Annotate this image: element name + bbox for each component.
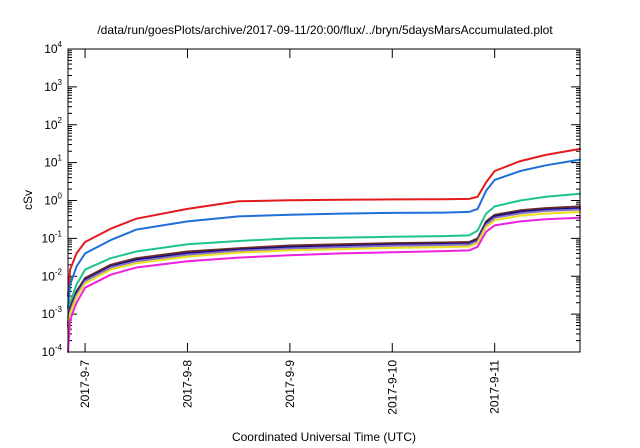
chart-title: /data/run/goesPlots/archive/2017-09-11/2…	[97, 23, 553, 37]
y-tick-label: 10-2	[42, 267, 63, 283]
y-tick-label: 102	[44, 116, 62, 132]
y-tick-label: 100	[44, 192, 62, 208]
x-axis-ticks: 2017-9-7 2017-9-8 2017-9-9 2017-9-10 2017-9-…	[78, 49, 502, 415]
plot-frame	[67, 48, 581, 353]
x-tick-label: 2017-9-11	[488, 360, 502, 414]
x-axis-label: Coordinated Universal Time (UTC)	[232, 430, 416, 444]
x-tick-label: 2017-9-7	[78, 360, 92, 408]
y-tick-label: 104	[44, 40, 62, 56]
x-tick-label: 2017-9-9	[283, 360, 297, 408]
y-tick-label: 10-4	[42, 343, 63, 359]
series-line-3	[67, 192, 581, 319]
y-axis-label: cSv	[21, 190, 35, 210]
x-tick-label: 2017-9-8	[180, 360, 194, 408]
series-line-7	[67, 210, 581, 331]
y-tick-label: 103	[44, 78, 62, 94]
series-line-6	[67, 208, 581, 329]
series-line-2	[67, 158, 581, 309]
series-line-1	[67, 147, 581, 298]
series-line-4	[67, 205, 581, 324]
y-tick-label: 10-3	[42, 305, 63, 321]
series-line-8	[67, 216, 581, 353]
y-axis-ticks: 10-4 10-3 10-2 10-1 100 101 102 103 104	[42, 40, 580, 359]
y-tick-label: 101	[44, 154, 62, 170]
series-layer	[67, 147, 581, 353]
x-tick-label: 2017-9-10	[385, 360, 399, 415]
y-tick-label: 10-1	[42, 229, 63, 245]
